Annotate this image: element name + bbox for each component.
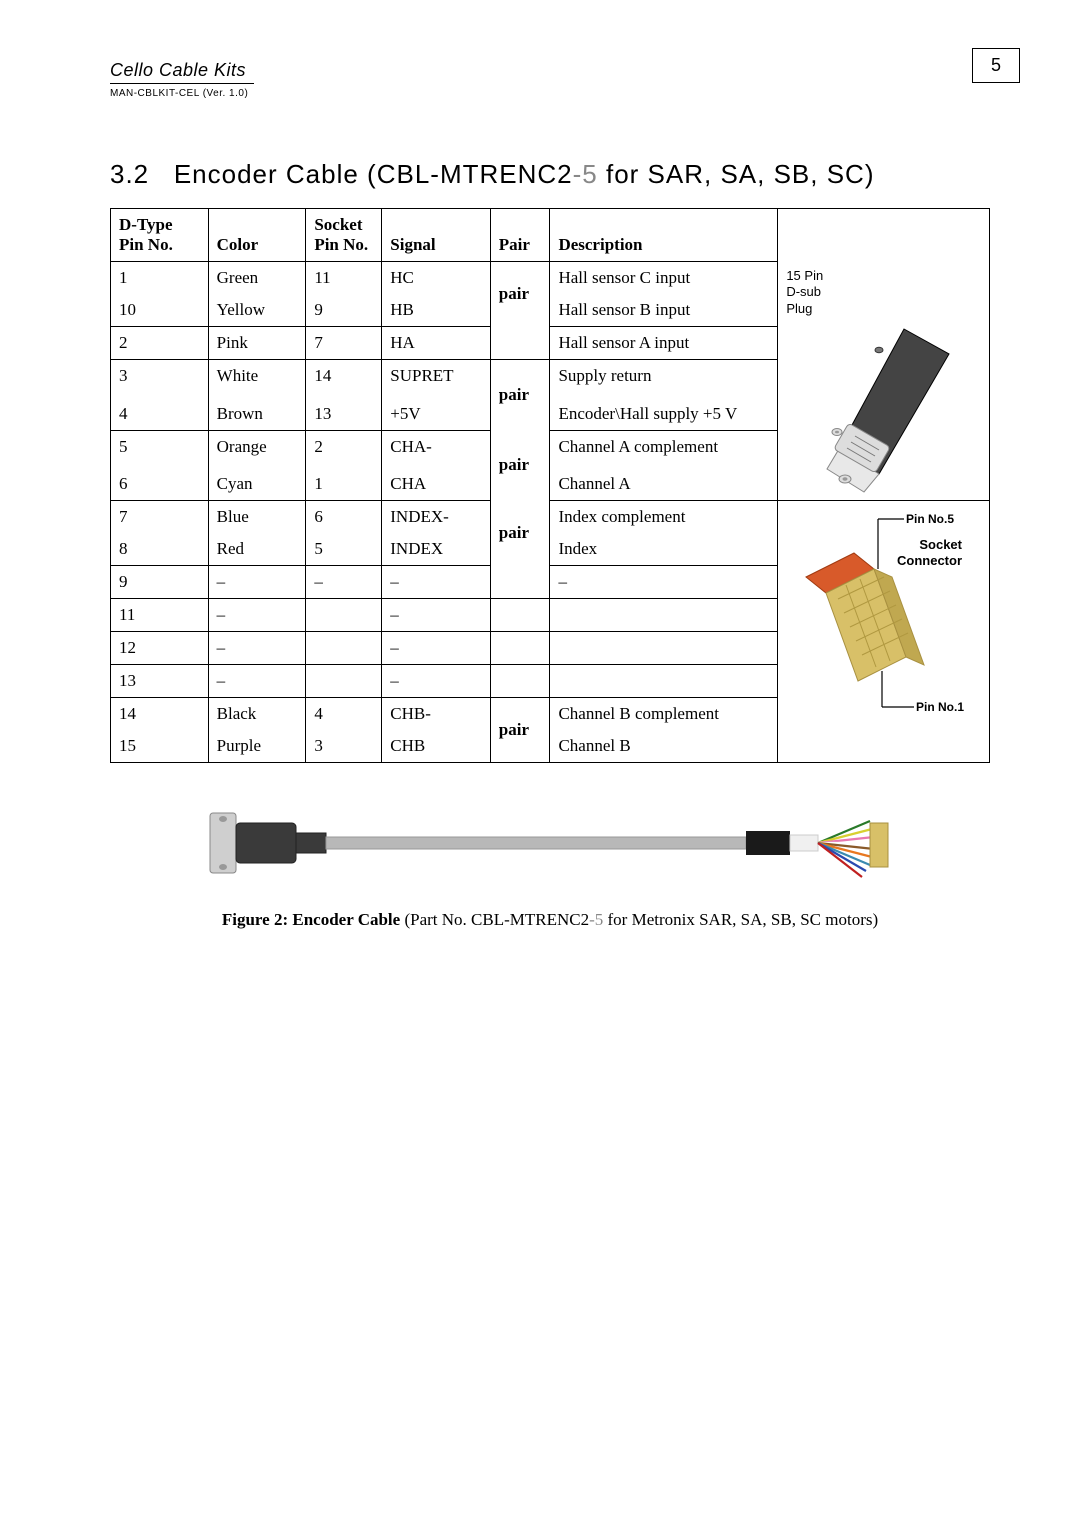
th-desc: Description [550,209,778,262]
th-spin: Socket Pin No. [306,209,382,262]
page-header: Cello Cable Kits 5 [110,60,990,84]
encoder-cable-icon [200,793,900,893]
table-row: 7 Blue 6 INDEX- pair Index complement Pi… [111,501,990,534]
svg-text:Connector: Connector [897,553,962,568]
th-pair: Pair [490,209,550,262]
section-title-b: for SAR, SA, SB, SC) [598,159,875,189]
figure-label: Figure 2: Encoder Cable [222,910,400,929]
th-dpin: D-Type Pin No. [111,209,209,262]
th-signal: Signal [382,209,491,262]
section-title-a: Encoder Cable (CBL-MTRENC2 [174,159,573,189]
cable-figure [200,793,900,898]
side-plug-cell: 15 Pin D-sub Plug [778,262,990,501]
section-heading: 3.2 Encoder Cable (CBL-MTRENC2-5 for SAR… [110,159,990,190]
page-number: 5 [972,48,1020,83]
side-socket-cell: Pin No.5 Socket Connector [778,501,990,763]
table-row: 1 Green 11 HC pair Hall sensor C input 1… [111,262,990,295]
svg-text:Socket: Socket [920,537,963,552]
dsub-plug-icon [809,324,959,494]
figure-caption: Figure 2: Encoder Cable (Part No. CBL-MT… [110,910,990,930]
section-number: 3.2 [110,159,149,189]
section-title-grey: -5 [573,159,598,189]
pin5-label: Pin No.5 [906,512,954,526]
pinout-table: D-Type Pin No. Color Socket Pin No. Sign… [110,208,990,763]
header-title: Cello Cable Kits [110,60,254,84]
pin1-label: Pin No.1 [916,700,964,714]
header-subtitle: MAN-CBLKIT-CEL (Ver. 1.0) [110,88,990,99]
th-color: Color [208,209,306,262]
socket-connector-icon: Pin No.5 Socket Connector [786,507,964,747]
